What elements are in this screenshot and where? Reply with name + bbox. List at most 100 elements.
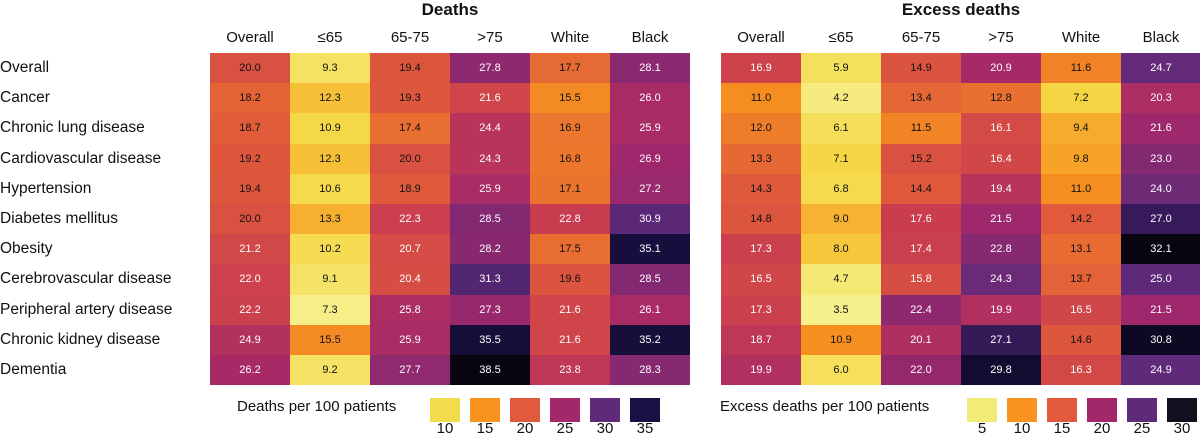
heatmap-cell: 27.1 [961,324,1041,355]
heatmap-cell: 24.7 [1121,53,1200,84]
row-label: Obesity [0,240,53,258]
heatmap-cell: 27.0 [1121,204,1200,235]
row-label: Overall [0,59,50,76]
legend-swatch [967,398,997,422]
heatmap-cell: 14.2 [1041,204,1121,235]
heatmap-cell: 16.8 [530,143,610,174]
heatmap-cell: 27.2 [610,173,690,204]
column-header: ≤65 [828,29,854,46]
heatmap-cell: 6.8 [801,173,881,204]
heatmap-cell: 25.0 [1121,264,1200,295]
heatmap-cell: 13.3 [290,204,370,235]
heatmap-cell: 23.8 [530,355,610,386]
heatmap-cell: 14.6 [1041,324,1121,355]
row-label: Cerebrovascular disease [0,270,172,288]
legend-tick: 20 [516,420,534,437]
legend-swatch [1127,398,1157,422]
heatmap-cell: 12.8 [961,83,1041,114]
heatmap-cell: 22.8 [530,204,610,235]
heatmap-cell: 18.9 [370,173,450,204]
heatmap-cell: 24.0 [1121,173,1200,204]
heatmap-cell: 16.5 [721,264,801,295]
heatmap-cell: 27.8 [450,53,530,84]
heatmap-cell: 12.3 [290,83,370,114]
heatmap-cell: 16.4 [961,143,1041,174]
heatmap-cell: 22.2 [210,294,290,325]
heatmap-cell: 22.0 [210,264,290,295]
heatmap-cell: 19.4 [961,173,1041,204]
row-label: Hypertension [0,179,92,197]
heatmap-cell: 14.3 [721,173,801,204]
heatmap-cell: 7.3 [290,294,370,325]
heatmap-cell: 31.3 [450,264,530,295]
heatmap-cell: 35.2 [610,324,690,355]
heatmap-cell: 6.0 [801,355,881,386]
column-header: Overall [226,29,274,46]
heatmap-cell: 22.4 [881,294,961,325]
heatmap-cell: 17.3 [721,294,801,325]
legend-tick: 10 [1013,420,1031,437]
column-header: Overall [737,29,785,46]
legend-tick: 35 [636,420,654,437]
heatmap-cell: 22.0 [881,355,961,386]
heatmap-cell: 21.6 [530,294,610,325]
heatmap-cell: 15.8 [881,264,961,295]
heatmap-cell: 24.3 [450,143,530,174]
heatmap-cell: 20.3 [1121,83,1200,114]
heatmap-cell: 21.5 [961,204,1041,235]
legend-swatch [550,398,580,422]
panel-title-1: Excess deaths [901,0,1021,19]
heatmap-cell: 25.9 [610,113,690,144]
heatmap-cell: 19.4 [370,53,450,84]
legend-tick: 5 [977,420,987,437]
heatmap-cell: 24.9 [210,324,290,355]
heatmap-cell: 10.2 [290,234,370,265]
heatmap-cell: 18.2 [210,83,290,114]
heatmap-cell: 21.6 [450,83,530,114]
heatmap-cell: 29.8 [961,355,1041,386]
legend-tick: 30 [596,420,614,437]
heatmap-cell: 21.2 [210,234,290,265]
heatmap-cell: 17.7 [530,53,610,84]
legend-tick: 20 [1093,420,1111,437]
heatmap-cell: 28.3 [610,355,690,386]
heatmap-cell: 21.6 [1121,113,1200,144]
legend-swatch [430,398,460,422]
legend-tick: 30 [1173,420,1191,437]
row-label: Diabetes mellitus [0,210,119,227]
heatmap-cell: 17.3 [721,234,801,265]
legend-swatch [1087,398,1117,422]
heatmap-cell: 35.1 [610,234,690,265]
heatmap-cell: 19.4 [210,173,290,204]
heatmap-cell: 17.6 [881,204,961,235]
column-header: White [550,29,590,46]
row-label: Cancer [0,89,50,107]
legend-swatch [1047,398,1077,422]
heatmap-cell: 24.3 [961,264,1041,295]
heatmap-cell: 4.7 [801,264,881,295]
heatmap-cell: 20.7 [370,234,450,265]
heatmap-cell: 16.5 [1041,294,1121,325]
heatmap-cell: 12.3 [290,143,370,174]
heatmap-cell: 3.5 [801,294,881,325]
column-header: White [1061,29,1101,46]
heatmap-cell: 19.2 [210,143,290,174]
row-label: Peripheral artery disease [0,300,173,318]
heatmap-cell: 19.9 [721,355,801,386]
column-header: >75 [477,29,503,46]
heatmap-cell: 21.5 [1121,294,1200,325]
heatmap-cell: 9.1 [290,264,370,295]
heatmap-cell: 11.0 [1041,173,1121,204]
row-label: Chronic kidney disease [0,330,161,348]
heatmap-cell: 25.8 [370,294,450,325]
heatmap-cell: 19.9 [961,294,1041,325]
heatmap-cell: 10.6 [290,173,370,204]
heatmap-cell: 14.4 [881,173,961,204]
legend-swatch [470,398,500,422]
heatmap-cell: 9.0 [801,204,881,235]
legend-tick: 15 [1053,420,1071,437]
heatmap-cell: 28.2 [450,234,530,265]
heatmap-cell: 27.3 [450,294,530,325]
heatmap-cell: 20.1 [881,324,961,355]
